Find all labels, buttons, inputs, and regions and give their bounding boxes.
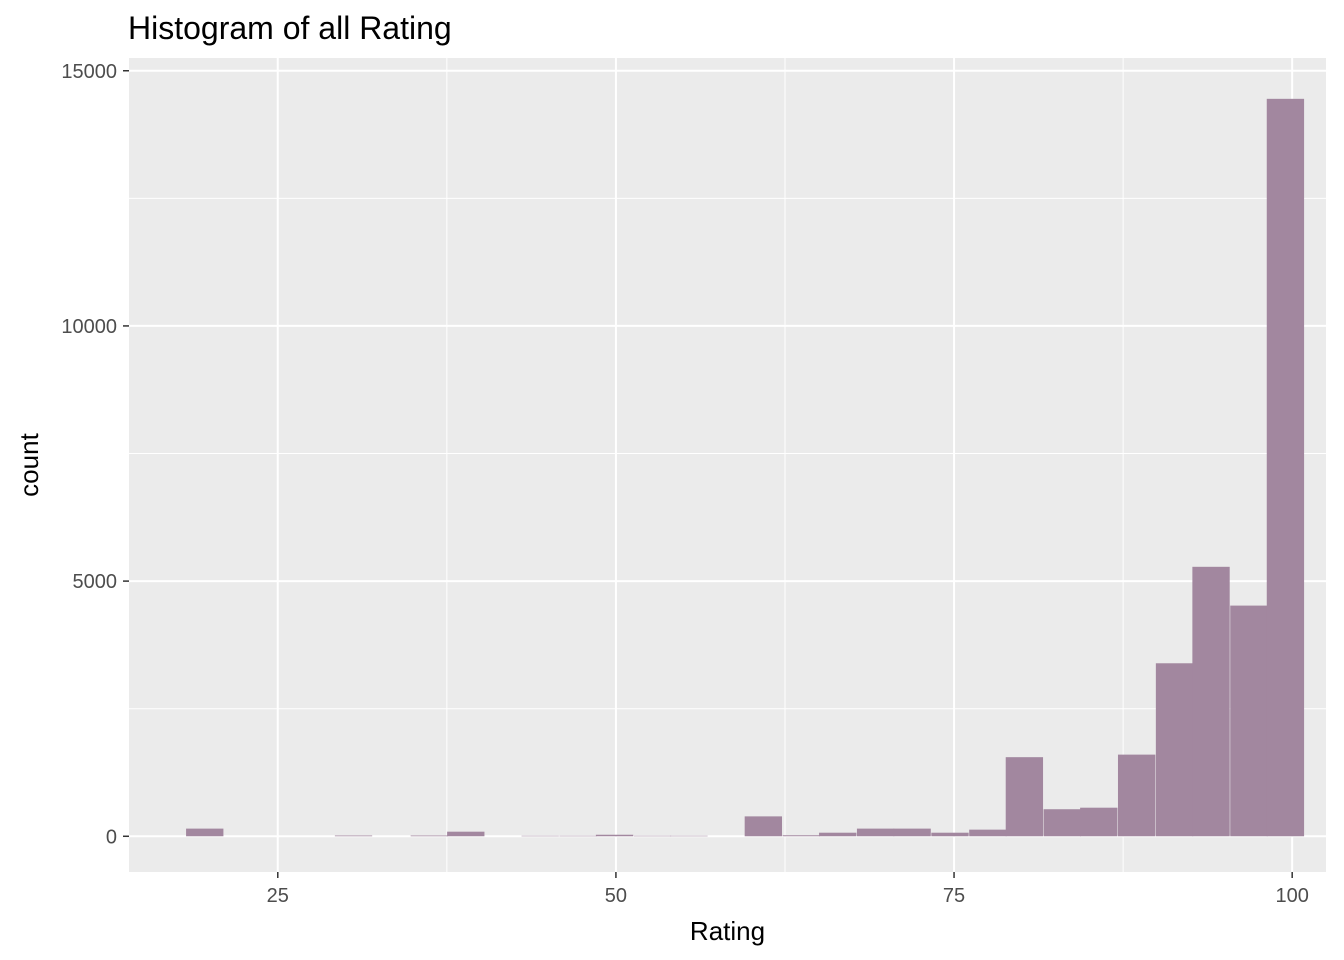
histogram-bar bbox=[595, 834, 634, 837]
histogram-bar bbox=[744, 816, 783, 837]
histogram-bar bbox=[782, 835, 820, 837]
minor-gridlines bbox=[129, 58, 1326, 872]
histogram-bar bbox=[856, 828, 895, 837]
histogram-bar bbox=[1005, 757, 1044, 837]
histogram-bar bbox=[819, 832, 857, 837]
x-tick-label: 25 bbox=[267, 885, 289, 907]
y-axis-title: count bbox=[14, 432, 44, 496]
histogram-bars bbox=[186, 98, 1305, 837]
histogram-bar bbox=[1117, 754, 1156, 837]
x-axis-title: Rating bbox=[690, 916, 765, 946]
histogram-bar bbox=[521, 835, 559, 837]
chart-title: Histogram of all Rating bbox=[128, 10, 452, 46]
histogram-bar bbox=[1043, 809, 1081, 837]
histogram-bar bbox=[1155, 663, 1194, 837]
y-tick-label: 15000 bbox=[61, 61, 117, 83]
x-tick-label: 75 bbox=[943, 885, 965, 907]
histogram-bar bbox=[334, 835, 373, 837]
histogram-bar bbox=[1080, 807, 1118, 837]
y-tick-label: 5000 bbox=[73, 571, 118, 593]
histogram-bar bbox=[1192, 566, 1230, 837]
histogram-bar bbox=[670, 835, 708, 837]
histogram-bar bbox=[447, 831, 485, 837]
histogram-bar bbox=[893, 828, 931, 837]
histogram-bar bbox=[1230, 605, 1268, 837]
histogram-bar bbox=[559, 835, 597, 837]
histogram-bar bbox=[410, 835, 448, 837]
histogram-bar bbox=[633, 835, 672, 837]
histogram-bar bbox=[1266, 98, 1305, 837]
histogram-bar bbox=[186, 828, 224, 837]
histogram-bar bbox=[969, 829, 1007, 837]
axes: 25 50 75 100 0 5000 10000 15000 bbox=[61, 61, 1308, 907]
y-tick-label: 0 bbox=[106, 826, 117, 848]
y-tick-label: 10000 bbox=[61, 316, 117, 338]
histogram-bar bbox=[931, 832, 969, 837]
x-tick-label: 100 bbox=[1275, 885, 1308, 907]
plot-panel bbox=[129, 58, 1326, 872]
x-tick-label: 50 bbox=[605, 885, 627, 907]
